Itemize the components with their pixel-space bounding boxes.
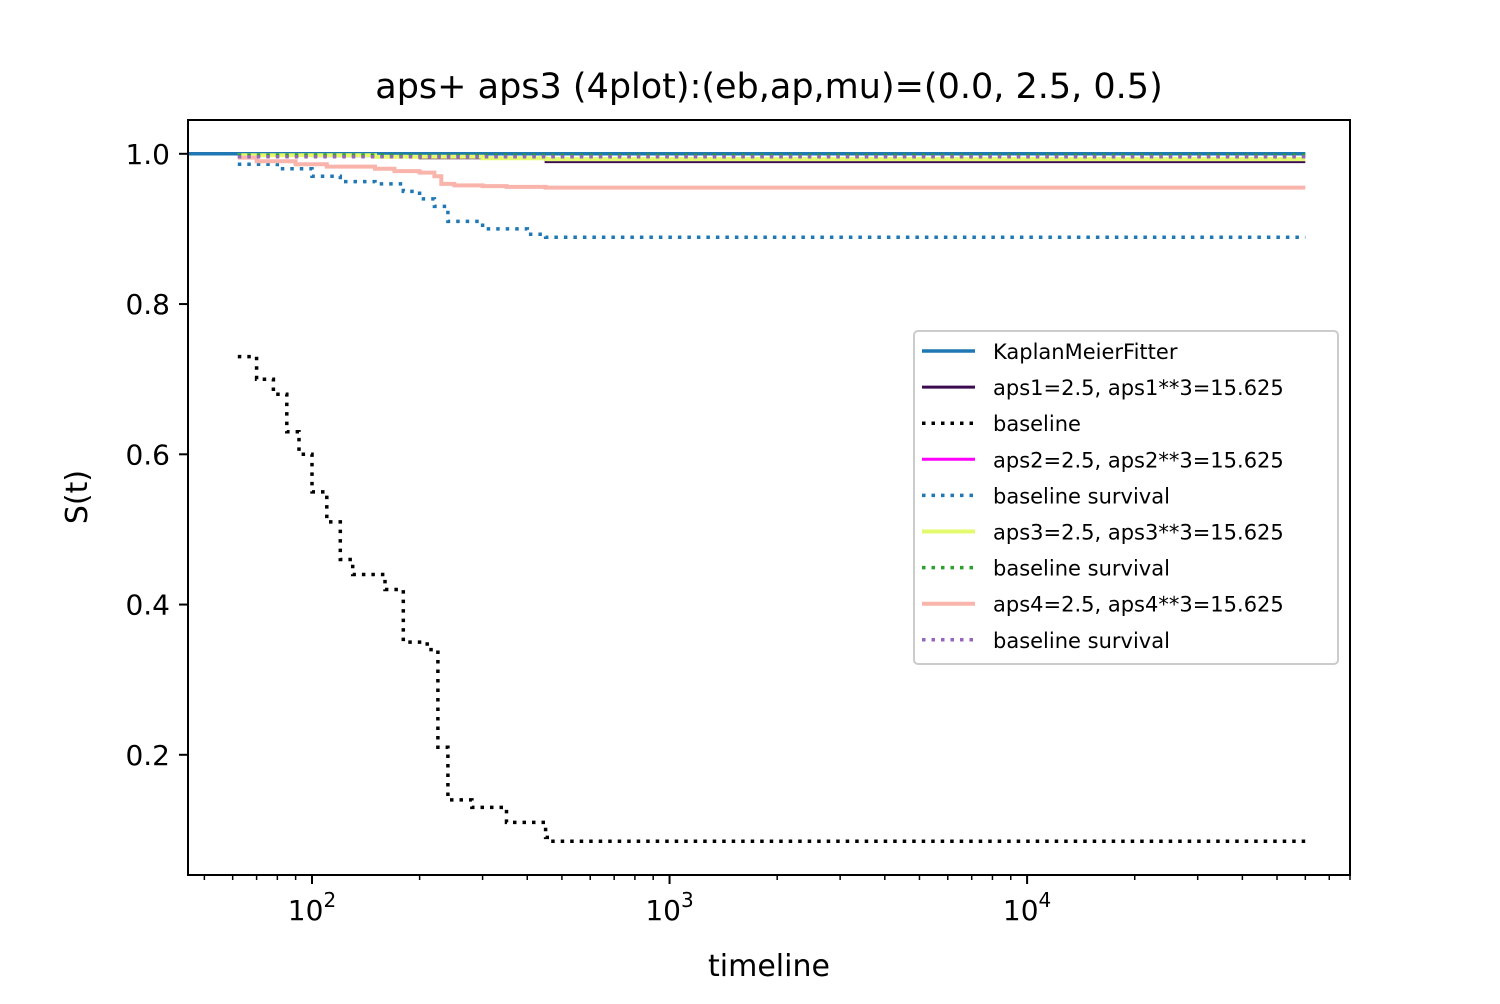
x-tick-label: 104 [1003, 888, 1051, 927]
series-layer [188, 152, 1306, 843]
plot-frame [187, 119, 1351, 876]
chart-title: aps+ aps3 (4plot):(eb,ap,mu)=(0.0, 2.5, … [375, 67, 1162, 107]
legend: KaplanMeierFitter aps1=2.5, aps1**3=15.62… [913, 330, 1339, 665]
x-tick-label: 103 [645, 888, 693, 927]
legend-label-4: baseline survival [993, 484, 1170, 508]
legend-label-1: aps1=2.5, aps1**3=15.625 [993, 376, 1284, 400]
legend-label-6: baseline survival [993, 557, 1170, 581]
x-axis-label: timeline [708, 949, 830, 984]
legend-label-2: baseline [993, 412, 1081, 436]
series-line-2 [237, 354, 1306, 843]
y-tick-label: 0.6 [125, 438, 170, 471]
y-tick-label: 0.8 [125, 288, 170, 321]
x-axis: 102 103 104 [203, 875, 1351, 927]
y-tick-label: 0.4 [125, 589, 170, 622]
legend-label-8: baseline survival [993, 629, 1170, 653]
y-tick-label: 1.0 [125, 138, 170, 171]
series-line-4 [237, 162, 1306, 239]
legend-label-3: aps2=2.5, aps2**3=15.625 [993, 448, 1284, 472]
legend-box [913, 330, 1339, 665]
y-axis: 0.2 0.4 0.6 0.8 1.0 [125, 138, 188, 772]
y-axis-label: S(t) [60, 470, 95, 524]
legend-label-0: KaplanMeierFitter [993, 340, 1178, 364]
series-line-7 [237, 155, 1306, 190]
y-tick-label: 0.2 [125, 739, 170, 772]
legend-label-7: aps4=2.5, aps4**3=15.625 [993, 593, 1284, 617]
x-tick-label: 102 [288, 888, 336, 927]
legend-label-5: aps3=2.5, aps3**3=15.625 [993, 521, 1284, 545]
series-line-5 [237, 153, 1306, 162]
